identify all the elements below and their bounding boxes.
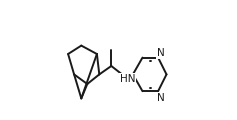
Text: N: N [157,48,165,58]
Text: HN: HN [120,74,135,84]
Text: N: N [157,93,165,103]
